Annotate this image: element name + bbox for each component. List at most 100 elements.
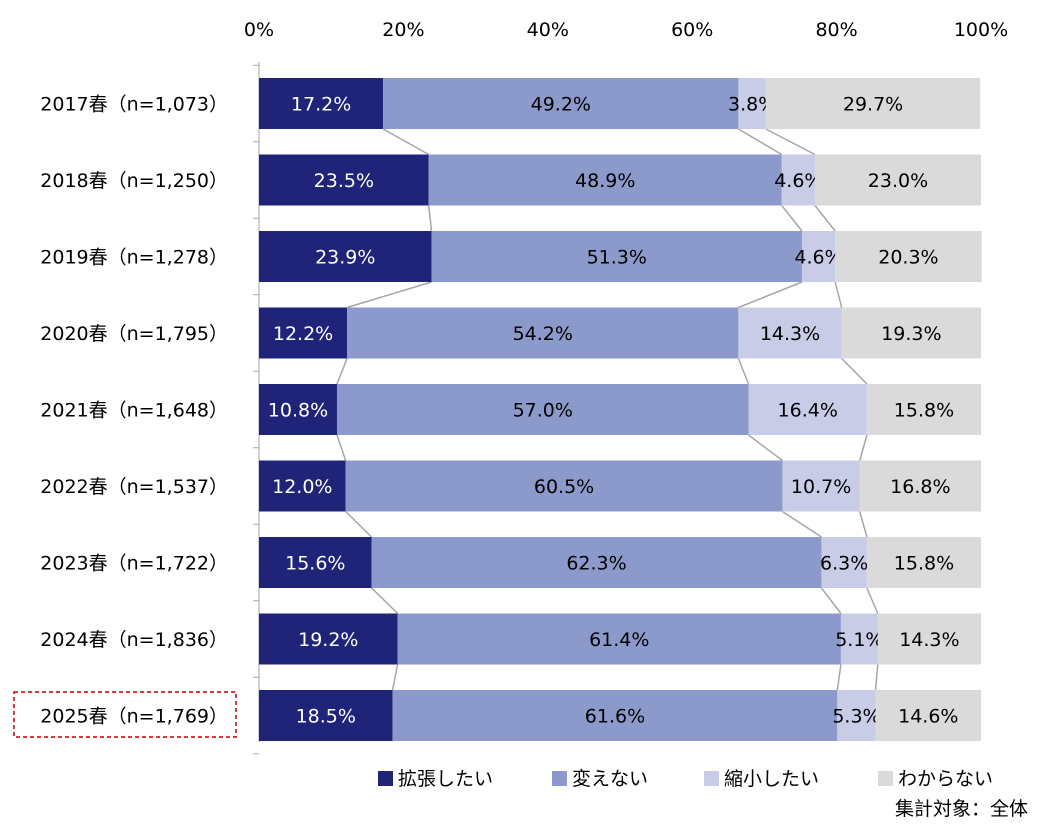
bar-segment	[428, 154, 782, 206]
data-label: 61.6%	[585, 706, 645, 728]
bar-segment	[345, 460, 783, 512]
category-label: 2022春（n=1,537）	[40, 476, 228, 498]
connector-line	[858, 434, 868, 461]
data-label: 15.6%	[285, 553, 345, 575]
data-label: 6.3%	[820, 553, 868, 575]
data-label: 29.7%	[843, 94, 903, 116]
data-label: 3.8%	[728, 94, 776, 116]
bar-segment	[877, 613, 981, 665]
data-label: 4.6%	[774, 170, 822, 192]
connector-line	[836, 664, 842, 691]
data-label: 14.3%	[899, 629, 959, 651]
category-label: 2023春（n=1,722）	[40, 553, 228, 575]
data-label: 20.3%	[878, 247, 938, 269]
connector-line	[738, 281, 803, 309]
connector-line	[336, 358, 348, 385]
legend-label: 変えない	[572, 768, 648, 790]
data-label: 23.5%	[314, 170, 374, 192]
bar-segment	[835, 231, 982, 282]
bar-segment	[347, 307, 739, 359]
connector-line	[866, 587, 879, 614]
data-label: 17.2%	[291, 94, 351, 116]
data-label: 23.9%	[315, 247, 375, 269]
bar-segment	[748, 384, 867, 435]
x-tick-label: 40%	[527, 19, 569, 41]
bar-segment	[259, 231, 432, 282]
connector-line	[841, 357, 868, 385]
data-label: 10.7%	[791, 476, 851, 498]
data-label: 54.2%	[513, 323, 573, 345]
legend-label: 縮小したい	[724, 768, 819, 790]
connector-line	[781, 205, 803, 232]
bar-segment	[392, 690, 838, 741]
connector-line	[382, 128, 430, 156]
connector-line	[371, 587, 399, 615]
data-label: 16.4%	[778, 400, 838, 422]
footnote: 集計対象：全体	[894, 798, 1028, 820]
bar-segment	[397, 613, 841, 665]
bar-segment	[738, 78, 766, 129]
data-label: 5.1%	[835, 629, 883, 651]
x-tick-label: 0%	[244, 19, 274, 41]
bar-segment	[801, 231, 836, 282]
bar-segment	[431, 231, 802, 282]
data-label: 12.0%	[272, 476, 332, 498]
category-label: 2024春（n=1,836）	[40, 629, 228, 651]
highlight-box	[13, 691, 237, 738]
data-label: 15.8%	[894, 400, 954, 422]
connector-line	[874, 664, 879, 691]
connector-line	[427, 205, 433, 232]
data-label: 19.3%	[881, 323, 941, 345]
data-label: 4.6%	[794, 247, 842, 269]
bar-segment	[259, 307, 348, 359]
connector-line	[782, 510, 822, 538]
data-label: 14.6%	[898, 706, 958, 728]
bar-segment	[875, 690, 981, 741]
bar-segment	[841, 307, 981, 359]
data-label: 15.8%	[894, 553, 954, 575]
data-label: 12.2%	[273, 323, 333, 345]
legend-label: 拡張したい	[398, 768, 493, 790]
data-label: 57.0%	[513, 400, 573, 422]
data-label: 51.3%	[587, 247, 647, 269]
data-label: 48.9%	[575, 170, 635, 192]
x-tick-label: 80%	[815, 19, 857, 41]
connector-line	[346, 281, 432, 309]
bar-segment	[259, 613, 398, 665]
bar-segment	[840, 613, 878, 665]
data-label: 16.8%	[890, 476, 950, 498]
connector-line	[814, 205, 836, 232]
connector-line	[737, 358, 750, 385]
bar-segment	[259, 537, 372, 588]
connector-line	[391, 664, 399, 691]
category-label: 2020春（n=1,795）	[40, 323, 228, 345]
legend-swatch	[878, 771, 893, 786]
category-label: 2018春（n=1,250）	[40, 170, 228, 192]
x-tick-label: 60%	[671, 19, 713, 41]
data-label: 10.8%	[268, 400, 328, 422]
data-label: 19.2%	[298, 629, 358, 651]
connector-line	[345, 510, 373, 538]
data-label: 14.3%	[760, 323, 820, 345]
data-label: 5.3%	[832, 706, 880, 728]
category-label: 2025春（n=1,769）	[40, 706, 228, 728]
bar-segment	[859, 460, 981, 512]
bar-segment	[781, 154, 815, 206]
legend-label: わからない	[898, 768, 993, 790]
data-label: 62.3%	[566, 553, 626, 575]
data-label: 49.2%	[531, 94, 591, 116]
data-label: 18.5%	[296, 706, 356, 728]
bar-segment	[866, 384, 981, 435]
bar-segment	[259, 384, 337, 435]
connector-line	[336, 434, 347, 461]
connector-line	[858, 511, 868, 538]
legend-swatch	[378, 771, 393, 786]
category-label: 2019春（n=1,278）	[40, 247, 228, 269]
bar-segment	[782, 460, 860, 512]
connector-line	[765, 128, 816, 156]
bar-segment	[866, 537, 981, 588]
category-label: 2017春（n=1,073）	[40, 94, 228, 116]
connector-line	[820, 587, 842, 614]
bar-segment	[765, 78, 981, 129]
